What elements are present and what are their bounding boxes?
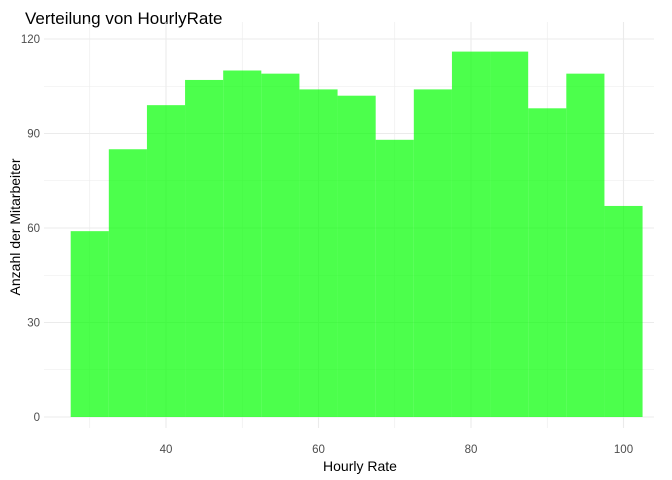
histogram-bar bbox=[337, 95, 376, 417]
y-tick-label: 120 bbox=[21, 34, 40, 46]
histogram-bar bbox=[375, 139, 414, 418]
histogram-bar bbox=[451, 51, 491, 417]
bars bbox=[70, 51, 643, 418]
x-tick-labels: 40 60 80 100 bbox=[160, 444, 633, 456]
x-tick-label: 80 bbox=[465, 444, 478, 456]
x-tick-label: 60 bbox=[312, 444, 325, 456]
histogram-bar bbox=[566, 73, 605, 418]
histogram-bar bbox=[528, 108, 567, 418]
histogram-bar bbox=[261, 73, 300, 418]
histogram-bar bbox=[146, 105, 186, 418]
histogram-bar bbox=[299, 89, 338, 418]
y-axis-title: Anzahl der Mitarbeiter bbox=[7, 158, 23, 295]
y-tick-labels: 0 30 60 90 120 bbox=[21, 34, 40, 424]
histogram-bar bbox=[413, 89, 452, 418]
y-tick-label: 30 bbox=[27, 318, 40, 330]
histogram-bar bbox=[604, 205, 643, 417]
x-tick-label: 100 bbox=[614, 444, 633, 456]
histogram-bar bbox=[185, 79, 224, 417]
chart-title: Verteilung von HourlyRate bbox=[25, 9, 223, 28]
histogram-bar bbox=[223, 70, 262, 417]
histogram-bar bbox=[70, 231, 109, 417]
y-tick-label: 90 bbox=[27, 129, 40, 141]
x-tick-label: 40 bbox=[160, 444, 173, 456]
y-tick-label: 60 bbox=[27, 223, 40, 235]
histogram-bar bbox=[108, 149, 147, 417]
histogram-bar bbox=[490, 51, 529, 417]
y-tick-label: 0 bbox=[34, 412, 40, 424]
x-axis-title: Hourly Rate bbox=[323, 458, 397, 474]
